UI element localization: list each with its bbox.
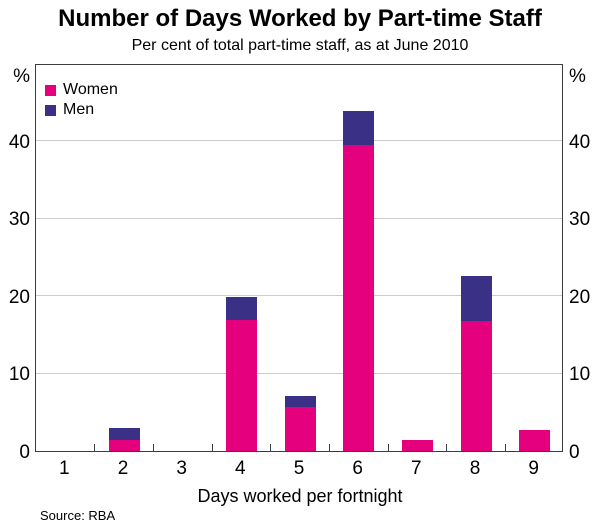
bar-9-women: [519, 430, 551, 451]
x-tick: [446, 444, 448, 451]
x-category-label-9: 9: [528, 458, 539, 479]
legend-label-men: Men: [63, 101, 95, 118]
x-tick: [270, 444, 272, 451]
gridline-40: [36, 140, 562, 142]
y-axis-unit-right: %: [569, 66, 586, 87]
bar-6-men: [343, 111, 375, 146]
bar-2-men: [108, 427, 140, 441]
y-tick-label-left-10: 10: [8, 364, 30, 386]
x-category-label-1: 1: [59, 458, 70, 479]
y-tick-label-right-0: 0: [569, 442, 580, 463]
women-swatch-icon: [45, 84, 56, 96]
y-axis-unit-left: %: [13, 66, 30, 87]
bar-7-women: [401, 440, 433, 451]
x-tick: [94, 444, 96, 451]
x-category-label-6: 6: [352, 458, 363, 479]
bar-5-men: [284, 395, 316, 407]
x-category-label-7: 7: [411, 458, 422, 479]
legend-item-men: Men: [45, 102, 118, 118]
bar-2-women: [108, 440, 140, 451]
bar-8-women: [460, 320, 492, 451]
x-tick: [387, 444, 389, 451]
legend-item-women: Women: [45, 82, 118, 98]
x-category-label-2: 2: [117, 458, 129, 479]
x-axis-title: Days worked per fortnight: [197, 486, 403, 506]
gridline-20: [36, 295, 562, 297]
y-tick-label-left-30: 30: [8, 209, 30, 231]
x-tick: [504, 444, 506, 451]
bar-4-men: [225, 297, 257, 320]
gridline-30: [36, 217, 562, 219]
y-tick-label-left-20: 20: [8, 286, 30, 308]
bar-5-women: [284, 406, 316, 451]
chart-title: Number of Days Worked by Part-time Staff: [58, 5, 542, 32]
chart-subtitle: Per cent of total part-time staff, as at…: [131, 37, 469, 54]
bar-4-women: [225, 319, 257, 451]
men-swatch-icon: [45, 104, 56, 116]
x-tick: [211, 444, 213, 451]
y-tick-label-left-40: 40: [8, 131, 30, 153]
x-category-label-3: 3: [176, 458, 187, 479]
bar-8-men: [460, 275, 492, 321]
y-tick-label-right-20: 20: [569, 286, 591, 308]
y-tick-label-right-40: 40: [569, 131, 591, 153]
y-tick-label-right-30: 30: [569, 209, 591, 231]
x-category-label-4: 4: [235, 458, 246, 479]
x-tick: [328, 444, 330, 451]
legend: Women Men: [45, 82, 118, 122]
y-tick-label-right-10: 10: [569, 364, 591, 386]
x-category-label-5: 5: [293, 458, 305, 479]
gridline-10: [36, 372, 562, 374]
plot-area: Women Men: [35, 64, 563, 452]
x-axis-category-labels: 1 2 3 4 5 6 7 8 9: [35, 459, 563, 479]
bar-6-women: [343, 145, 375, 451]
x-category-label-8: 8: [469, 458, 481, 479]
x-tick: [152, 444, 154, 451]
source-note: Source: RBA: [40, 508, 116, 523]
y-tick-label-left-0: 0: [19, 442, 30, 463]
legend-label-women: Women: [63, 81, 118, 98]
